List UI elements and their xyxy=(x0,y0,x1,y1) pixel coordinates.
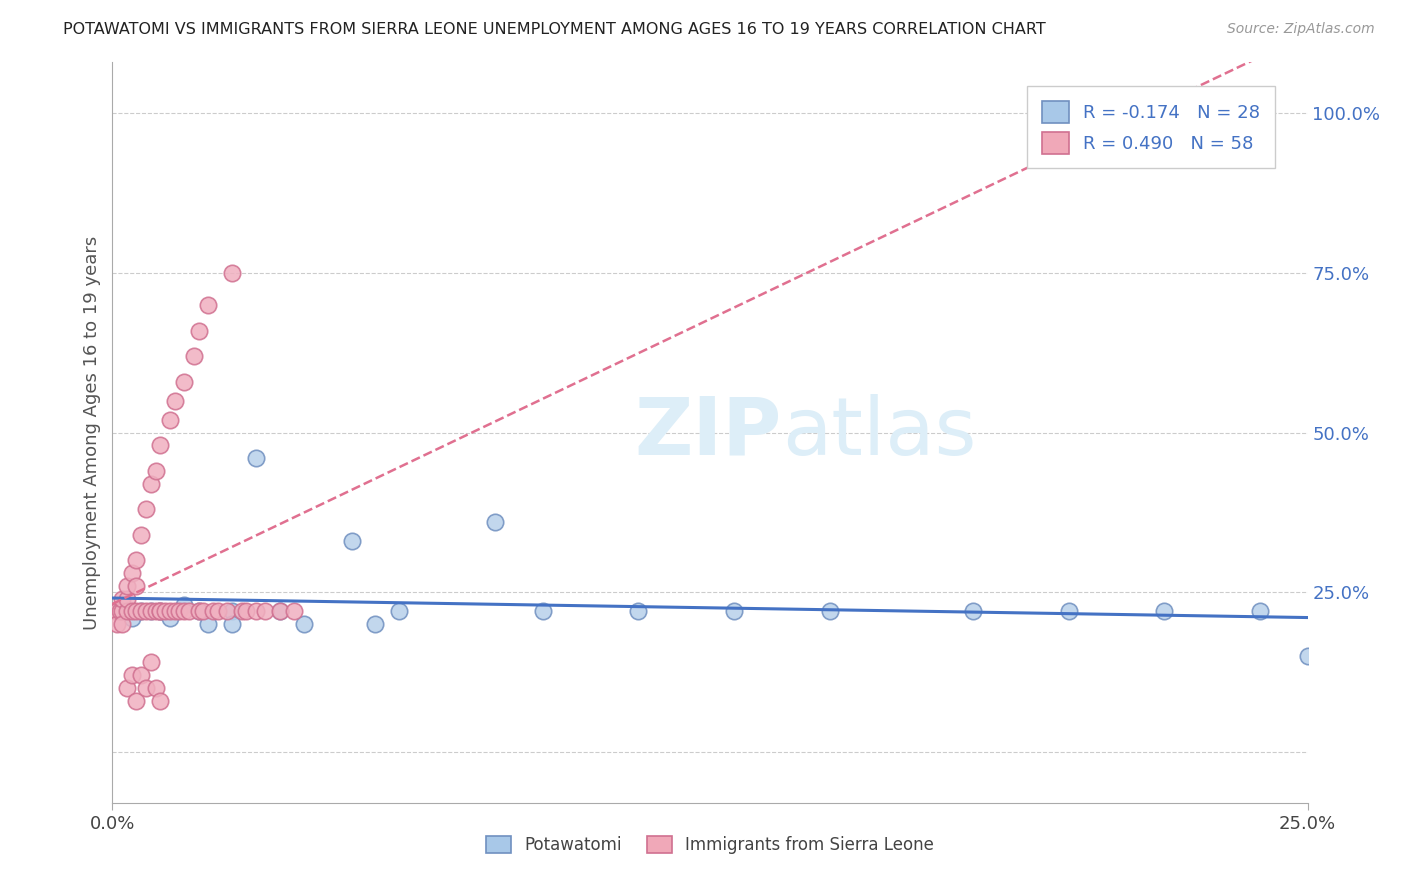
Point xyxy=(245,451,267,466)
Point xyxy=(111,591,134,606)
Point xyxy=(245,604,267,618)
Point xyxy=(235,604,257,618)
Point xyxy=(169,604,191,618)
Point xyxy=(531,604,554,618)
Point xyxy=(231,604,253,618)
Point xyxy=(145,604,167,618)
Point xyxy=(135,604,157,618)
Point xyxy=(153,604,176,618)
Point xyxy=(283,604,305,618)
Point xyxy=(139,604,162,618)
Legend: Potawatomi, Immigrants from Sierra Leone: Potawatomi, Immigrants from Sierra Leone xyxy=(479,830,941,861)
Point xyxy=(1249,604,1271,618)
Point xyxy=(149,438,172,452)
Point xyxy=(201,604,224,618)
Point xyxy=(121,668,143,682)
Point xyxy=(115,579,138,593)
Point xyxy=(111,617,134,632)
Point xyxy=(159,413,181,427)
Point xyxy=(129,527,152,541)
Point xyxy=(139,476,162,491)
Point xyxy=(125,553,148,567)
Point xyxy=(254,604,277,618)
Point xyxy=(139,656,162,670)
Point xyxy=(292,617,315,632)
Point xyxy=(187,604,209,618)
Point xyxy=(163,604,186,618)
Text: atlas: atlas xyxy=(782,393,976,472)
Point xyxy=(149,604,172,618)
Point xyxy=(269,604,291,618)
Point xyxy=(1153,604,1175,618)
Point xyxy=(149,694,172,708)
Point xyxy=(125,604,148,618)
Point xyxy=(135,681,157,695)
Point xyxy=(197,298,219,312)
Point xyxy=(197,617,219,632)
Point xyxy=(173,604,195,618)
Point xyxy=(173,375,195,389)
Point xyxy=(269,604,291,618)
Point xyxy=(221,266,243,280)
Point xyxy=(111,604,134,618)
Y-axis label: Unemployment Among Ages 16 to 19 years: Unemployment Among Ages 16 to 19 years xyxy=(83,235,101,630)
Point xyxy=(149,604,172,618)
Text: ZIP: ZIP xyxy=(634,393,782,472)
Point xyxy=(173,598,195,612)
Point xyxy=(105,604,128,618)
Point xyxy=(221,604,243,618)
Point xyxy=(962,604,984,618)
Point xyxy=(159,611,181,625)
Point xyxy=(364,617,387,632)
Text: POTAWATOMI VS IMMIGRANTS FROM SIERRA LEONE UNEMPLOYMENT AMONG AGES 16 TO 19 YEAR: POTAWATOMI VS IMMIGRANTS FROM SIERRA LEO… xyxy=(63,22,1046,37)
Point xyxy=(135,502,157,516)
Point xyxy=(187,324,209,338)
Point xyxy=(104,604,127,618)
Point xyxy=(129,604,152,618)
Point xyxy=(115,681,138,695)
Point xyxy=(145,464,167,478)
Point xyxy=(145,681,167,695)
Point xyxy=(1057,604,1080,618)
Point xyxy=(125,694,148,708)
Point xyxy=(115,591,138,606)
Point xyxy=(221,617,243,632)
Point xyxy=(149,604,172,618)
Point xyxy=(177,604,200,618)
Point xyxy=(108,604,131,618)
Point xyxy=(105,617,128,632)
Point xyxy=(121,604,143,618)
Point xyxy=(159,604,181,618)
Point xyxy=(193,604,215,618)
Point xyxy=(115,604,138,618)
Point xyxy=(105,604,128,618)
Point xyxy=(187,604,209,618)
Point xyxy=(111,604,134,618)
Point xyxy=(723,604,745,618)
Point xyxy=(139,604,162,618)
Point xyxy=(207,604,229,618)
Point xyxy=(340,534,363,549)
Point xyxy=(818,604,841,618)
Point xyxy=(183,349,205,363)
Point xyxy=(388,604,411,618)
Point xyxy=(121,611,143,625)
Point xyxy=(484,515,506,529)
Point xyxy=(129,668,152,682)
Point xyxy=(129,604,152,618)
Point xyxy=(217,604,239,618)
Point xyxy=(163,393,186,408)
Point xyxy=(125,579,148,593)
Text: Source: ZipAtlas.com: Source: ZipAtlas.com xyxy=(1227,22,1375,37)
Point xyxy=(627,604,650,618)
Point xyxy=(1296,648,1319,663)
Point xyxy=(121,566,143,580)
